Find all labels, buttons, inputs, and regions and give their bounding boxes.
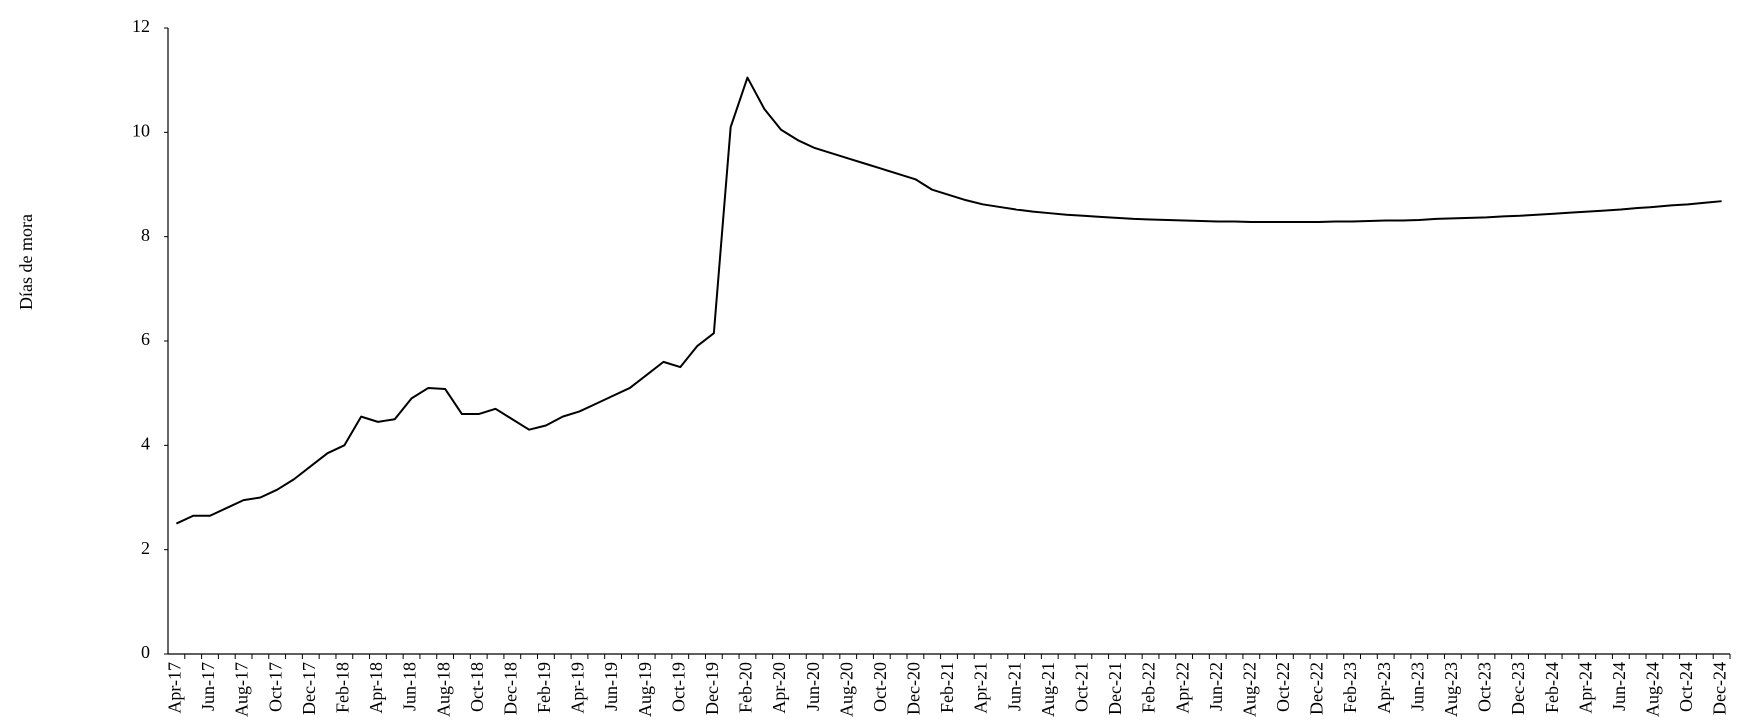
x-tick-label: Oct-19 (668, 662, 688, 712)
y-tick-label: 10 (132, 120, 150, 140)
x-tick-label: Apr-18 (366, 662, 386, 714)
y-tick-label: 6 (141, 329, 150, 349)
y-tick-label: 0 (141, 642, 150, 662)
x-tick-label: Feb-18 (332, 662, 352, 713)
x-tick-label: Dec-19 (702, 662, 722, 715)
y-tick-label: 2 (141, 538, 150, 558)
x-tick-label: Dec-21 (1105, 662, 1125, 715)
x-tick-label: Dec-20 (904, 662, 924, 715)
x-tick-label: Apr-21 (971, 662, 991, 714)
x-tick-label: Dec-22 (1307, 662, 1327, 715)
x-tick-label: Dec-23 (1508, 662, 1528, 715)
x-tick-label: Oct-22 (1273, 662, 1293, 712)
x-tick-label: Aug-23 (1441, 662, 1461, 717)
x-tick-label: Oct-21 (1071, 662, 1091, 712)
x-tick-label: Feb-20 (736, 662, 756, 713)
x-tick-label: Aug-19 (635, 662, 655, 717)
x-tick-label: Apr-24 (1575, 662, 1595, 714)
x-tick-label: Oct-18 (467, 662, 487, 712)
x-tick-label: Dec-17 (299, 662, 319, 715)
y-tick-label: 8 (141, 225, 150, 245)
x-tick-label: Feb-22 (1139, 662, 1159, 713)
x-tick-label: Aug-24 (1643, 662, 1663, 717)
x-tick-label: Dec-18 (500, 662, 520, 715)
y-tick-label: 4 (141, 433, 150, 453)
x-tick-label: Feb-21 (937, 662, 957, 713)
x-tick-label: Oct-17 (265, 662, 285, 712)
x-tick-label: Apr-19 (568, 662, 588, 714)
x-tick-label: Aug-17 (232, 662, 252, 717)
x-tick-label: Oct-20 (870, 662, 890, 712)
x-tick-label: Aug-21 (1038, 662, 1058, 717)
x-tick-label: Oct-24 (1676, 662, 1696, 712)
x-tick-label: Jun-21 (1004, 662, 1024, 711)
x-tick-label: Aug-18 (433, 662, 453, 717)
x-tick-label: Apr-17 (165, 662, 185, 714)
x-tick-label: Feb-24 (1542, 662, 1562, 713)
x-tick-label: Aug-20 (836, 662, 856, 717)
x-tick-label: Jun-22 (1206, 662, 1226, 711)
x-tick-label: Jun-18 (400, 662, 420, 711)
x-tick-label: Dec-24 (1710, 662, 1730, 715)
x-tick-label: Oct-23 (1475, 662, 1495, 712)
x-tick-label: Aug-22 (1239, 662, 1259, 717)
x-tick-label: Jun-23 (1407, 662, 1427, 711)
x-tick-label: Feb-23 (1340, 662, 1360, 713)
x-tick-label: Apr-20 (769, 662, 789, 714)
x-tick-label: Jun-19 (601, 662, 621, 711)
y-tick-label: 12 (132, 16, 150, 36)
x-tick-label: Jun-17 (198, 662, 218, 711)
y-axis-label: Días de mora (16, 214, 36, 310)
line (175, 76, 1722, 525)
x-tick-label: Feb-19 (534, 662, 554, 713)
x-tick-label: Jun-20 (803, 662, 823, 711)
x-tick-label: Apr-23 (1374, 662, 1394, 714)
x-tick-label: Apr-22 (1172, 662, 1192, 714)
x-tick-label: Jun-24 (1609, 662, 1629, 711)
